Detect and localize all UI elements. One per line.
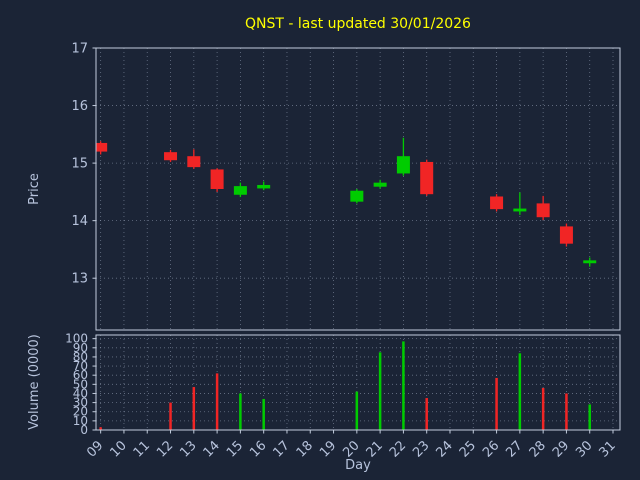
volume-bar xyxy=(402,341,405,430)
volume-bar xyxy=(215,373,219,430)
volume-bar xyxy=(495,377,498,430)
volume-tick-label: 70 xyxy=(73,359,88,373)
candle-body xyxy=(96,142,108,152)
x-axis-label: Day xyxy=(345,458,371,473)
x-tick-label: 15 xyxy=(224,438,246,460)
volume-bar xyxy=(378,352,382,430)
volume-tick-label: 90 xyxy=(73,341,88,355)
price-tick-label: 13 xyxy=(71,272,88,287)
candle-body xyxy=(210,169,224,189)
volume-bar xyxy=(565,393,568,430)
x-tick-label: 24 xyxy=(434,438,456,460)
candle-body xyxy=(490,196,504,210)
volume-tick-label: 80 xyxy=(73,350,88,364)
volume-tick-label: 30 xyxy=(73,396,88,410)
volume-tick-label: 60 xyxy=(73,368,88,382)
volume-bar xyxy=(518,353,522,430)
grid-lines xyxy=(96,47,620,431)
candle-body xyxy=(559,226,573,244)
candle-body xyxy=(164,152,178,161)
volume-tick-label: 10 xyxy=(73,414,88,428)
volume-tick-label: 20 xyxy=(73,405,88,419)
x-tick-label: 16 xyxy=(247,438,269,460)
volume-tick-label: 0 xyxy=(80,423,88,437)
price-tick-label: 17 xyxy=(71,42,88,57)
price-tick-label: 15 xyxy=(71,157,88,172)
volume-bar xyxy=(192,387,196,430)
candle-body xyxy=(257,184,271,189)
x-tick-label: 19 xyxy=(317,438,339,460)
price-axis-label: Price xyxy=(27,173,42,205)
x-tick-label: 29 xyxy=(550,438,572,460)
chart-title: QNST - last updated 30/01/2026 xyxy=(245,16,471,32)
volume-bar xyxy=(262,398,265,430)
price-tick-label: 14 xyxy=(71,214,88,229)
volume-bar xyxy=(425,398,428,430)
x-tick-label: 13 xyxy=(177,438,199,460)
volume-layer xyxy=(99,341,591,430)
volume-bar xyxy=(99,427,102,430)
x-tick-label: 31 xyxy=(597,438,619,460)
volume-bar xyxy=(588,404,591,430)
volume-tick-label: 40 xyxy=(73,386,88,400)
x-tick-label: 17 xyxy=(270,438,292,460)
volume-tick-label: 50 xyxy=(73,377,88,391)
candles-layer xyxy=(96,137,597,267)
x-tick-label: 25 xyxy=(457,438,479,460)
volume-bar xyxy=(239,393,242,430)
x-tick-label: 11 xyxy=(131,438,153,460)
candle-body xyxy=(513,208,527,212)
x-tick-label: 23 xyxy=(410,438,432,460)
candle-body xyxy=(233,186,247,195)
candle-body xyxy=(350,190,364,202)
candle-body xyxy=(373,182,387,187)
volume-bar xyxy=(355,391,359,430)
x-tick-label: 10 xyxy=(107,438,129,460)
volume-tick-label: 100 xyxy=(65,332,88,346)
panel-spine xyxy=(95,47,621,331)
price-tick-label: 16 xyxy=(71,99,88,114)
panel-spine xyxy=(95,334,621,431)
x-tick-label: 18 xyxy=(294,438,316,460)
x-tick-label: 28 xyxy=(527,438,549,460)
candle-body xyxy=(420,161,434,195)
x-tick-label: 22 xyxy=(387,438,409,460)
candle-body xyxy=(583,260,597,264)
candle-body xyxy=(396,156,410,174)
x-tick-label: 30 xyxy=(573,438,595,460)
x-tick-label: 09 xyxy=(84,438,106,460)
volume-bar xyxy=(541,387,545,430)
volume-bar xyxy=(169,402,172,430)
x-tick-label: 26 xyxy=(480,438,502,460)
volume-axis-label: Volume (0000) xyxy=(27,334,42,430)
candle-body xyxy=(536,203,550,218)
x-tick-label: 27 xyxy=(503,438,525,460)
x-tick-label: 12 xyxy=(154,438,176,460)
x-tick-label: 14 xyxy=(201,438,223,460)
candle-body xyxy=(187,156,201,168)
